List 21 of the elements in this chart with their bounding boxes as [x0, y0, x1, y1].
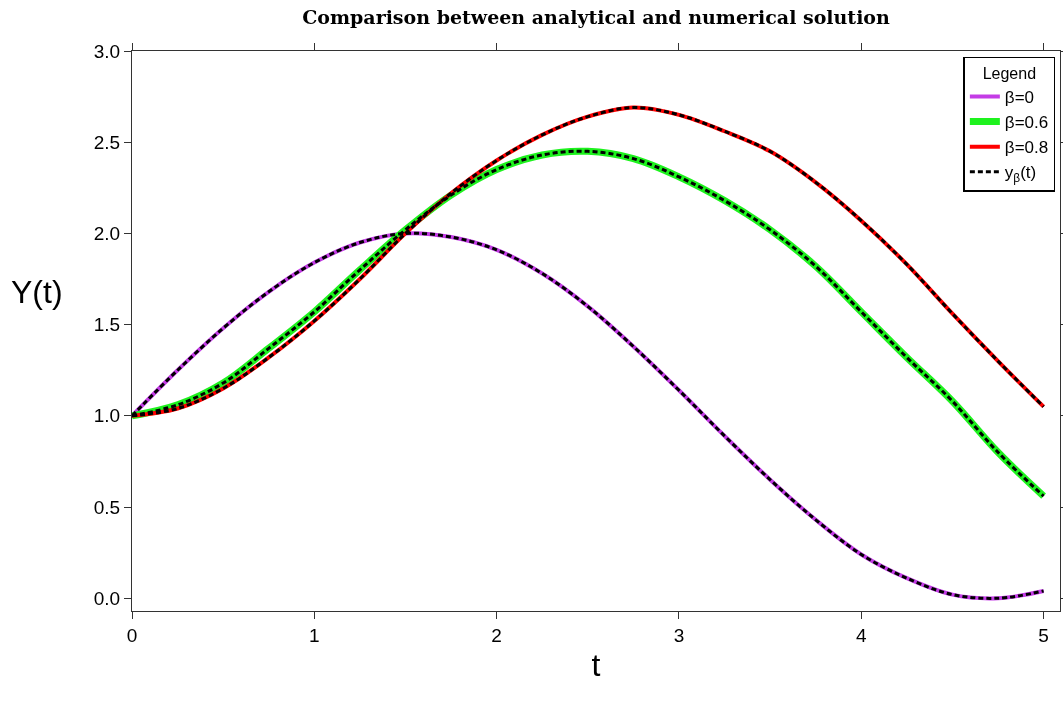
legend-label: β=0 — [1004, 88, 1035, 108]
y-axis-title: Y(t) — [11, 274, 63, 310]
y-tick-label: 1.5 — [93, 314, 121, 336]
x-axis-title: t — [591, 646, 601, 683]
x-tick-label: 2 — [491, 624, 502, 646]
x-tick-label: 0 — [126, 624, 138, 646]
y-tick-label: 0.0 — [93, 587, 121, 609]
y-tick-label: 3.0 — [93, 40, 121, 62]
legend-label: y$_{β}$(t) — [1004, 163, 1037, 185]
chart-title: Comparison between analytical and numerical solution — [302, 5, 891, 28]
x-tick-label: 1 — [309, 624, 320, 646]
y-tick-label: 0.5 — [93, 496, 121, 518]
y-tick-label: 1.0 — [93, 405, 121, 427]
y-tick-label: 2.0 — [93, 223, 121, 245]
x-tick-label: 4 — [855, 624, 867, 646]
legend-label: β=0.8 — [1004, 138, 1049, 158]
y-tick-label: 2.5 — [93, 131, 121, 153]
x-tick-label: 3 — [673, 624, 685, 646]
legend-title: Legend — [982, 64, 1037, 82]
legend-label: β=0.6 — [1004, 113, 1049, 133]
x-tick-label: 5 — [1038, 624, 1049, 646]
